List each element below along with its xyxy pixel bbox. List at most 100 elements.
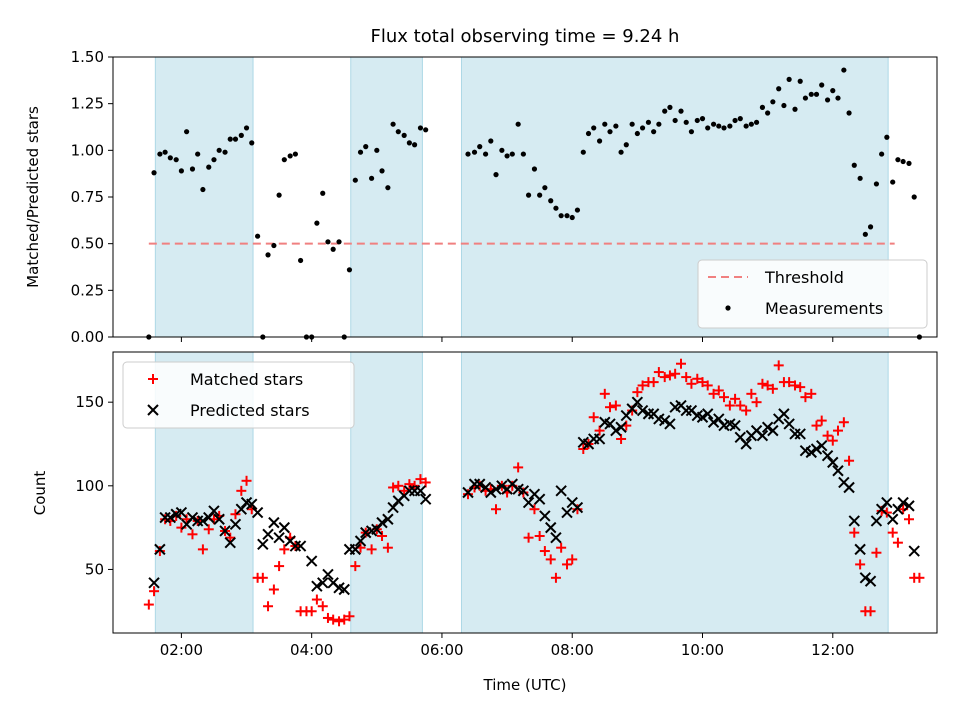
matched-star-point — [876, 505, 887, 516]
matched-star-point — [556, 542, 567, 553]
measurement-point — [890, 179, 896, 185]
predicted-star-point — [832, 465, 844, 477]
measurement-point — [520, 151, 526, 157]
predicted-star-point — [496, 480, 508, 492]
predicted-star-point — [251, 506, 264, 519]
matched-star-point — [653, 367, 664, 378]
matched-star-point — [268, 584, 279, 595]
bottom-legend: Matched stars Predicted stars — [122, 361, 355, 429]
measurement-point — [222, 149, 228, 155]
matched-star-point — [730, 393, 741, 404]
matched-star-point — [881, 507, 892, 518]
measurement-point — [352, 177, 358, 183]
predicted-star-point — [246, 498, 258, 510]
measurement-point — [255, 233, 261, 239]
predicted-star-point — [659, 414, 671, 427]
measurement-point — [851, 162, 857, 168]
matched-star-point — [523, 532, 534, 543]
matched-star-point — [914, 572, 925, 583]
measurement-point — [753, 119, 760, 125]
measurement-point — [634, 130, 640, 137]
predicted-star-point — [815, 439, 828, 452]
predicted-star-point — [870, 515, 883, 527]
predicted-star-point — [875, 503, 888, 515]
measurement-point — [830, 88, 836, 94]
matched-star-point — [241, 475, 252, 486]
measurement-point — [645, 119, 652, 125]
measurement-point — [688, 129, 695, 135]
measurement-point — [297, 257, 304, 264]
measurement-point — [531, 166, 538, 172]
measurement-point — [406, 140, 412, 146]
matched-star-point — [789, 380, 800, 391]
predicted-star-point — [827, 456, 839, 469]
matched-star-point — [328, 614, 339, 625]
matched-star-point — [550, 572, 561, 583]
matched-star-point — [746, 388, 757, 399]
predicted-star-point — [175, 506, 188, 519]
measurement-point — [786, 76, 792, 82]
measurement-point — [781, 102, 787, 109]
predicted-star-point — [213, 513, 225, 525]
matched-star-point — [562, 559, 573, 570]
matched-star-point — [588, 412, 599, 423]
measurement-point — [200, 186, 206, 193]
measurement-point — [488, 138, 494, 144]
predicted-star-point — [203, 511, 215, 524]
measurement-point — [911, 194, 917, 200]
predicted-star-point — [159, 511, 171, 524]
x-tick-label: 04:00 — [290, 641, 333, 659]
y-tick-label: 100 — [75, 477, 104, 495]
matched-star-point — [702, 380, 713, 391]
legend-matched-label: Matched stars — [190, 370, 303, 389]
measurement-point — [336, 239, 342, 245]
measurement-point — [292, 151, 298, 157]
bottom-plot: 02:00 04:00 06:00 08:00 10:00 12:00 50 100 150 Ma… — [75, 351, 938, 659]
predicted-star-point — [462, 486, 474, 499]
predicted-star-point — [545, 521, 557, 534]
measurement-point — [895, 157, 901, 163]
x-tick-label: 06:00 — [420, 641, 463, 659]
measurement-point — [867, 224, 874, 230]
predicted-star-point — [257, 538, 269, 551]
measurement-point — [238, 132, 244, 138]
predicted-star-point — [376, 516, 388, 529]
measurement-point — [357, 149, 364, 155]
measurement-point — [465, 151, 471, 157]
predicted-star-point — [419, 493, 432, 505]
measurement-point — [862, 231, 868, 237]
matched-star-point — [311, 594, 322, 605]
predicted-star-point — [154, 543, 166, 556]
measurement-point — [857, 175, 863, 181]
measurement-point — [417, 125, 424, 131]
measurement-point — [672, 117, 678, 124]
measurement-point — [574, 207, 581, 213]
measurement-point — [227, 136, 233, 142]
measurement-point — [596, 138, 603, 144]
matched-star-point — [713, 385, 724, 396]
predicted-star-point — [382, 513, 394, 525]
measurement-point — [374, 147, 380, 153]
measurement-point — [243, 125, 250, 131]
observing-window-0-1 — [350, 56, 423, 338]
matched-star-point — [800, 392, 811, 403]
measurement-point — [846, 110, 852, 116]
predicted-star-point — [626, 403, 638, 415]
matched-star-point — [784, 377, 795, 388]
measurement-point — [401, 132, 407, 138]
predicted-star-point — [903, 500, 915, 512]
matched-star-point — [751, 397, 762, 408]
measurement-point — [906, 160, 912, 166]
matched-star-point — [892, 537, 903, 548]
matched-star-point — [274, 561, 285, 572]
matched-star-point — [832, 425, 843, 436]
predicted-star-point — [778, 408, 790, 420]
measurement-point — [639, 125, 646, 131]
matched-star-point — [849, 527, 860, 538]
measurement-point — [759, 104, 766, 110]
measurement-point — [802, 95, 809, 101]
measurement-point — [873, 181, 880, 187]
matched-star-point — [676, 358, 687, 369]
measurement-point — [509, 151, 515, 157]
